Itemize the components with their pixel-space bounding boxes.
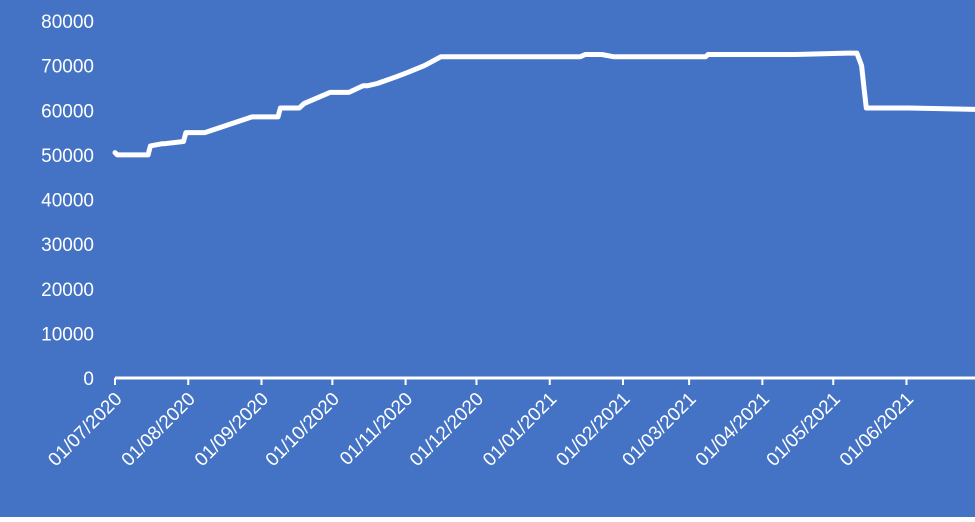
y-tick-label: 0: [83, 369, 94, 390]
y-tick-label: 60000: [41, 101, 94, 122]
series-group: [112, 50, 975, 158]
series-line: [112, 50, 975, 158]
y-tick-label: 50000: [41, 146, 94, 167]
y-axis: 0 10000 20000 30000 40000 50000 60000 70000 8000…: [41, 12, 94, 390]
y-tick-label: 70000: [41, 57, 94, 78]
y-tick-label: 40000: [41, 191, 94, 212]
y-tick-label: 20000: [41, 280, 94, 301]
drop-lines: [114, 53, 908, 378]
y-tick-label: 30000: [41, 235, 94, 256]
y-tick-label: 80000: [41, 12, 94, 33]
y-tick-label: 10000: [41, 324, 94, 345]
